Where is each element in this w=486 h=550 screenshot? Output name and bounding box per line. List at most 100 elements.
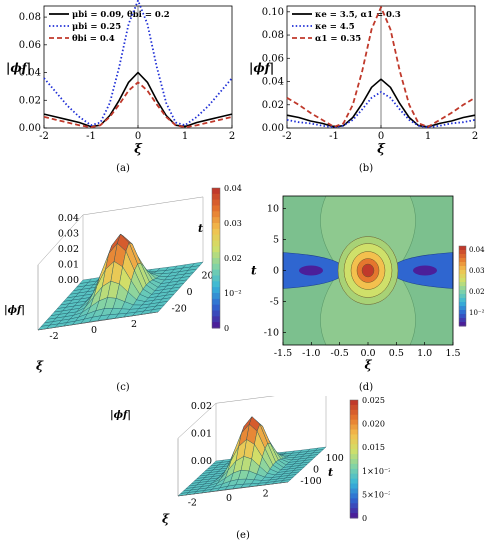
colorbar-segment <box>350 449 358 455</box>
legend-label-2: θbi = 0.4 <box>72 34 115 44</box>
colorbar-tick-label: 0.02 <box>469 288 485 296</box>
x-tick-label: -2 <box>188 498 197 509</box>
colorbar-segment <box>212 269 220 276</box>
legend-label-0: μbi = 0.09, θbi = 0.2 <box>72 10 170 20</box>
y-axis-label: |ϕf| <box>249 61 274 75</box>
colorbar-segment <box>350 488 358 494</box>
x-tick-label: 0 <box>91 325 97 336</box>
x-tick-label: -2 <box>49 331 58 342</box>
chart-a: -2 -1 0 1 2 0.00 0.02 0.04 0.06 0.08 ξ |ϕf| μbi = 0.… <box>6 0 235 157</box>
colorbar-segment <box>459 246 466 251</box>
y-tick-label: 0.00 <box>19 123 41 134</box>
colorbar-segment <box>350 439 358 445</box>
colorbar-tick-label: 10⁻² <box>224 289 242 298</box>
surface-chart-e: 0.000.010.02|ϕf|-2 0 2ξ-1000100t0.0250.020… <box>110 396 390 526</box>
y-tick-label: 0.02 <box>19 95 41 106</box>
y-tick-label: 0.08 <box>19 12 41 23</box>
chart-b: -2 -1 0 1 2 0.00 0.02 0.04 0.06 0.08 0.10 ξ |ϕf| κe =… <box>249 5 478 157</box>
colorbar-tick-label: 0.020 <box>362 420 385 429</box>
colorbar-segment <box>212 205 220 212</box>
x-tick-label: 2 <box>472 131 478 142</box>
colorbar-segment <box>212 246 220 253</box>
surface-chart-c: 0.000.010.020.030.04|ϕf|-202ξ-20020t0.04… <box>4 184 242 373</box>
contour-chart-d: -1.5 -1.0 -0.5 0.0 0.5 1.0 1.5 -10 -5 0 5 10 ξ t 0.04 0… <box>251 195 485 372</box>
colorbar-segment <box>212 304 220 311</box>
x-tick-label: 2 <box>229 131 235 142</box>
z-tick-label: 0.02 <box>191 401 212 412</box>
colorbar-segment <box>459 262 466 267</box>
colorbar-segment <box>350 409 358 416</box>
y-tick-label: -10 <box>264 328 279 339</box>
x-tick-label: 0.0 <box>360 348 375 359</box>
legend-label-1: μbi = 0.25 <box>72 22 121 32</box>
box-edge <box>177 481 289 497</box>
series-line-0 <box>286 78 476 128</box>
y-axis-label: |ϕf| <box>6 61 31 75</box>
colorbar-segment <box>212 199 220 206</box>
colorbar-segment <box>212 211 220 218</box>
colorbar-frame <box>349 399 359 519</box>
colorbar-segment <box>459 310 466 315</box>
colorbar-segment <box>350 483 358 489</box>
colorbar-segment <box>459 322 466 327</box>
x-axis-label: ξ <box>36 359 44 373</box>
x-tick-label: 1.5 <box>445 348 460 359</box>
colorbar-segment <box>459 306 466 311</box>
y-tick-label: 10 <box>267 203 279 214</box>
series-line-2 <box>43 81 233 129</box>
y-tick-label: 5 <box>273 234 279 245</box>
colorbar-segment <box>459 278 466 283</box>
x-tick-label: 0 <box>135 131 141 142</box>
y-tick-label: 0.02 <box>262 100 284 111</box>
colorbar-segment <box>350 498 358 504</box>
colorbar-segment <box>212 217 220 224</box>
colorbar-tick-label: 10⁻² <box>469 309 485 317</box>
y-axis-label: t <box>198 222 203 235</box>
x-tick-label: -1 <box>86 131 96 142</box>
colorbar-segment <box>212 234 220 241</box>
series-line-1 <box>286 91 476 129</box>
y-tick-label: 0.04 <box>262 77 284 88</box>
colorbar-segment <box>350 429 358 435</box>
colorbar-segment <box>212 281 220 288</box>
z-tick-label: 0.00 <box>58 275 79 286</box>
x-tick-label: 1 <box>425 131 431 142</box>
colorbar-frame <box>458 245 467 327</box>
z-tick-label: 0.00 <box>191 456 212 467</box>
colorbar-segment <box>459 282 466 287</box>
x-tick-label: -1.0 <box>302 348 320 359</box>
colorbar-segment <box>459 270 466 275</box>
y-axis-label: t <box>328 466 333 479</box>
colorbar-segment <box>212 275 220 282</box>
z-axis-label: |ϕf| <box>110 410 131 421</box>
contour-lobe-core-1 <box>413 265 437 276</box>
x-axis-label: ξ <box>377 142 386 157</box>
colorbar-frame <box>211 187 221 329</box>
colorbar-tick-label: 0.03 <box>224 219 242 228</box>
colorbar-segment <box>212 228 220 236</box>
box-edge <box>37 311 159 331</box>
colorbar-segment <box>459 294 466 299</box>
colorbar-segment <box>212 193 220 201</box>
colorbar-segment <box>212 240 220 247</box>
colorbar-segment <box>459 302 466 307</box>
colorbar-segment <box>212 223 220 230</box>
colorbar-segment <box>350 463 358 470</box>
colorbar-tick-label: 0.04 <box>224 184 242 193</box>
colorbar-segment <box>212 322 220 329</box>
series-line-1 <box>43 0 233 127</box>
x-tick-label: -1 <box>329 131 339 142</box>
box-edge <box>177 403 217 439</box>
caption-e: (e) <box>236 530 250 541</box>
colorbar-segment <box>350 404 358 411</box>
z-tick-label: 0.01 <box>58 260 79 271</box>
x-tick-label: 0 <box>226 493 232 504</box>
colorbar-tick-label: 0.025 <box>362 396 385 405</box>
x-tick-label: -2 <box>39 131 49 142</box>
colorbar-segment <box>459 274 466 279</box>
y-tick-label: 0.10 <box>262 7 284 18</box>
colorbar-segment <box>459 258 466 263</box>
z-tick-label: 0.02 <box>58 244 79 255</box>
colorbar-tick-label: 1×10⁻² <box>362 467 390 476</box>
colorbar-segment <box>212 188 220 195</box>
